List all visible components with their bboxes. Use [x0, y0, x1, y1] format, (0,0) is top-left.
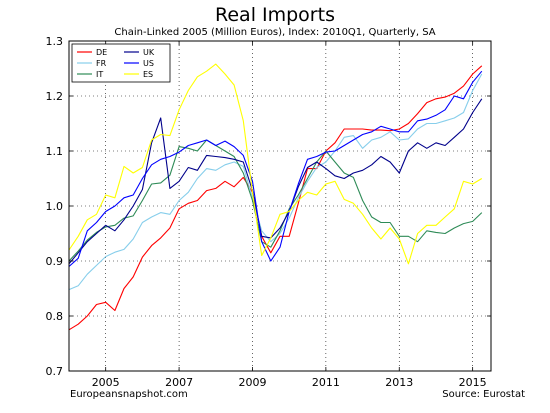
y-tick-label: 0.7 [46, 365, 64, 378]
x-tick-label: 2013 [385, 376, 413, 389]
series-line-uk [68, 98, 483, 265]
y-tick-label: 1.3 [46, 35, 64, 48]
series-line-it [68, 139, 483, 262]
y-tick-label: 0.8 [46, 310, 64, 323]
series-line-us [68, 70, 483, 267]
y-tick-label: 1.1 [46, 145, 64, 158]
y-tick-label: 1.2 [46, 90, 64, 103]
footer-right: Source: Eurostat [442, 389, 525, 400]
series-line-de [68, 65, 483, 331]
series-line-fr [68, 73, 483, 291]
chart-title: Real Imports [215, 4, 335, 26]
grid [69, 41, 491, 371]
footer-left: Europeansnapshot.com [70, 389, 188, 400]
legend-label-uk: UK [143, 48, 155, 57]
legend-label-fr: FR [96, 59, 107, 68]
legend-label-it: IT [96, 70, 103, 79]
legend-label-es: ES [143, 70, 153, 79]
plot-frame [68, 40, 492, 372]
y-tick-label: 0.9 [46, 255, 64, 268]
x-tick-label: 2015 [459, 376, 487, 389]
legend-label-us: US [143, 59, 154, 68]
x-tick-label: 2007 [165, 376, 193, 389]
chart-subtitle: Chain-Linked 2005 (Million Euros), Index… [114, 27, 435, 38]
legend: DE FR IT UK US ES [71, 43, 171, 83]
x-tick-label: 2011 [312, 376, 340, 389]
x-tick-label: 2005 [92, 376, 120, 389]
y-axis-ticks: 0.7 0.8 0.9 1.0 1.1 1.2 1.3 [46, 35, 491, 378]
legend-label-de: DE [96, 48, 107, 57]
x-axis-ticks: 2005 2007 2009 2011 2013 2015 [92, 41, 487, 389]
series-lines [68, 63, 483, 331]
x-tick-label: 2009 [238, 376, 266, 389]
series-line-es [68, 63, 483, 265]
y-tick-label: 1.0 [46, 200, 64, 213]
